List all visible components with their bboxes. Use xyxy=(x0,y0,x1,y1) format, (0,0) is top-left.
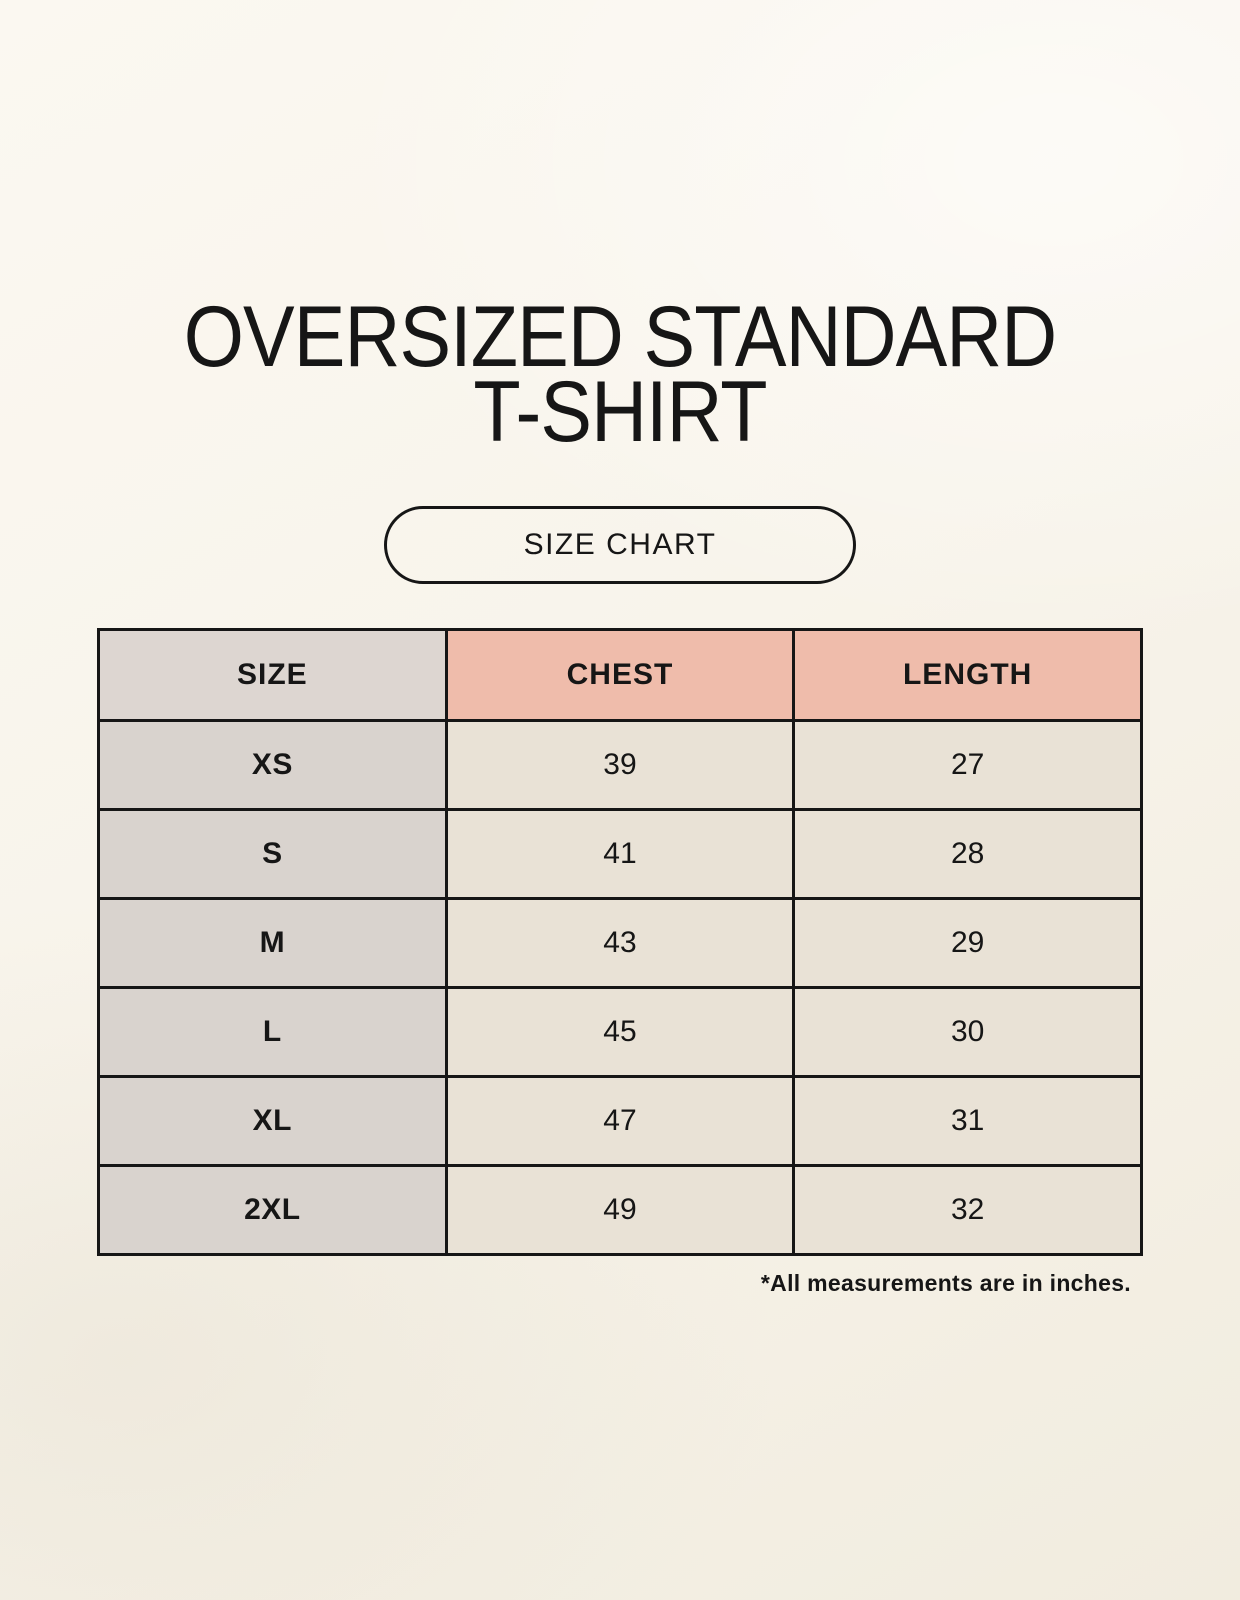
table-row: XL 47 31 xyxy=(97,1075,1143,1167)
table-row: XS 39 27 xyxy=(97,719,1143,811)
chest-cell: 49 xyxy=(444,1164,796,1256)
page-title: OVERSIZED STANDARD T-SHIRT xyxy=(62,0,1178,460)
column-header-length: LENGTH xyxy=(792,628,1143,722)
chest-cell: 41 xyxy=(444,808,796,900)
length-cell: 27 xyxy=(792,719,1143,811)
size-cell: S xyxy=(97,808,448,900)
size-chart-badge-label: SIZE CHART xyxy=(523,528,717,561)
chest-cell: 43 xyxy=(444,897,796,989)
size-cell: XL xyxy=(97,1075,448,1167)
length-cell: 29 xyxy=(792,897,1143,989)
size-chart-table: SIZE CHEST LENGTH XS 39 27 S 41 28 M 43 … xyxy=(97,628,1143,1256)
page-title-line-2: T-SHIRT xyxy=(473,364,767,460)
size-cell: XS xyxy=(97,719,448,811)
table-row: L 45 30 xyxy=(97,986,1143,1078)
chest-cell: 39 xyxy=(444,719,796,811)
length-cell: 28 xyxy=(792,808,1143,900)
size-cell: M xyxy=(97,897,448,989)
measurements-footnote: *All measurements are in inches. xyxy=(760,1270,1131,1296)
chest-cell: 45 xyxy=(444,986,796,1078)
length-cell: 31 xyxy=(792,1075,1143,1167)
table-header-row: SIZE CHEST LENGTH xyxy=(97,628,1143,722)
length-cell: 32 xyxy=(792,1164,1143,1256)
size-cell: 2XL xyxy=(97,1164,448,1256)
table-row: S 41 28 xyxy=(97,808,1143,900)
page-title-line-1: OVERSIZED STANDARD xyxy=(183,289,1057,385)
column-header-size: SIZE xyxy=(97,628,448,722)
size-chart-badge: SIZE CHART xyxy=(384,506,856,584)
table-row: M 43 29 xyxy=(97,897,1143,989)
column-header-chest: CHEST xyxy=(444,628,796,722)
chest-cell: 47 xyxy=(444,1075,796,1167)
length-cell: 30 xyxy=(792,986,1143,1078)
table-row: 2XL 49 32 xyxy=(97,1164,1143,1256)
size-cell: L xyxy=(97,986,448,1078)
